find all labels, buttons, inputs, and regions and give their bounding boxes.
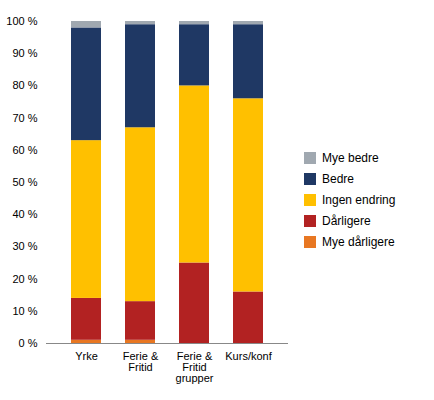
svg-text:Kurs/konf: Kurs/konf [225,350,272,362]
svg-text:90 %: 90 % [12,47,37,59]
svg-text:0 %: 0 % [19,337,38,349]
svg-text:Yrke: Yrke [75,350,98,362]
svg-text:10 %: 10 % [12,305,37,317]
svg-text:40 %: 40 % [12,208,37,220]
svg-text:80 %: 80 % [12,79,37,91]
html-text:Mye dårligere: Mye dårligere [322,235,395,249]
svg-text:50 %: 50 % [12,176,37,188]
svg-text:Ferie &Fritid: Ferie &Fritid [123,350,159,373]
html-text:Mye bedre: Mye bedre [322,151,379,165]
svg-text:100 %: 100 % [6,15,37,27]
svg-text:Ferie &Fritidgrupper: Ferie &Fritidgrupper [176,350,214,384]
svg-text:20 %: 20 % [12,273,37,285]
html-text:Bedre: Bedre [322,172,354,186]
svg-text:60 %: 60 % [12,144,37,156]
svg-text:70 %: 70 % [12,112,37,124]
html-text:Dårligere: Dårligere [322,214,371,228]
svg-text:30 %: 30 % [12,240,37,252]
html-text:Ingen endring: Ingen endring [322,193,396,207]
